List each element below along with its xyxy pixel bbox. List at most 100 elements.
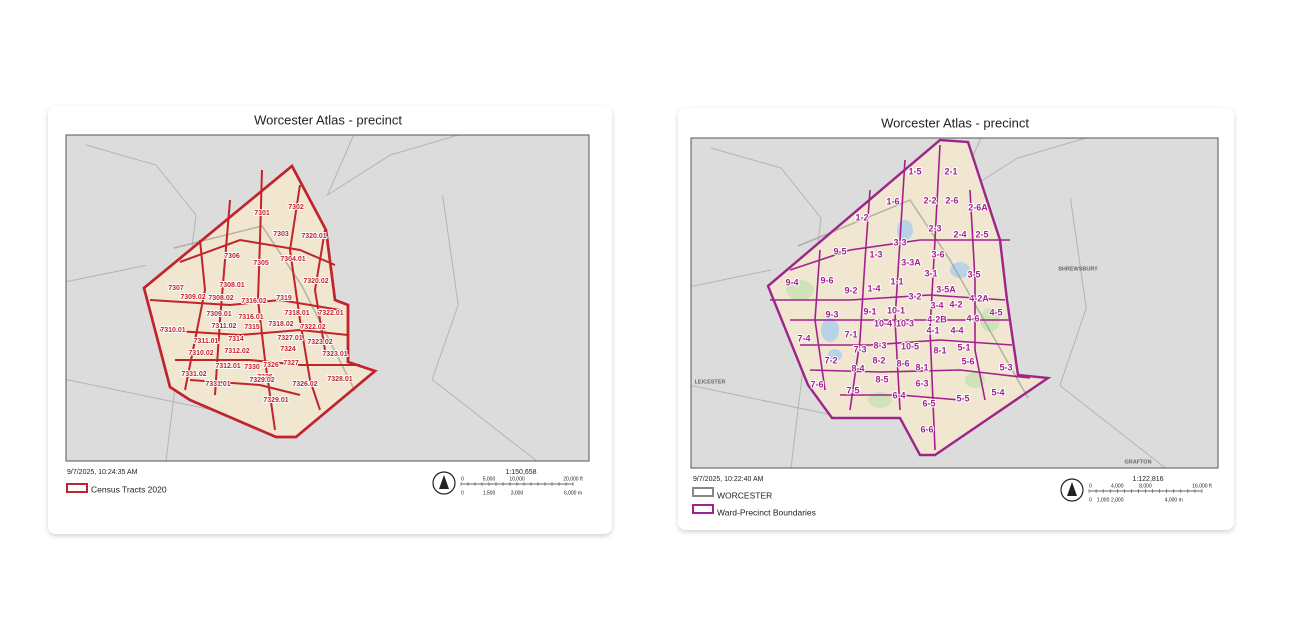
timestamp: 9/7/2025, 10:24:35 AM [67,469,138,476]
area-label: 6-4 [892,390,905,400]
town-boundary [1059,197,1166,468]
boundary-line [929,144,941,451]
area-label: 6-5 [922,398,935,408]
town-boundary [66,264,147,283]
map: 7302 7301 7303 7320.01 7306 7305 7304.01 7307 73… [66,135,589,461]
area-label: 7331.02 [181,371,206,378]
area-label: 4-6 [966,313,979,323]
town-boundary [691,385,850,419]
area-label: 7311.02 [212,323,237,330]
scale-label-ft: 10,000 [509,476,525,482]
area-label: 7314 [228,336,244,343]
area-label: 5-5 [956,393,969,403]
area-label: 7327.01 [277,335,302,342]
area-label: 7301 [254,210,270,217]
scale-label-ft: 0 [461,476,464,482]
area-label: 7304.01 [280,256,305,263]
scale-label-ft: 0 [1089,483,1092,489]
scale-label-m: 3,000 [511,490,524,496]
legend-swatch [692,504,714,514]
area-label: 2-2 [923,195,936,205]
scale-label-ft: 5,000 [483,476,496,482]
map-title: Worcester Atlas - precinct [254,112,402,127]
area-label: 7323.01 [322,351,347,358]
area-label: 1-2 [855,212,868,222]
area-label: 5-6 [961,356,974,366]
area-label: 10-4 [874,318,892,328]
area-label: 7302 [288,204,304,211]
town-boundary [431,194,538,461]
area-label: 4-2 [949,299,962,309]
place-label: GRAFTON [1124,459,1151,465]
area-label: 7310.01 [160,327,185,334]
town-boundary [326,135,459,197]
area-label: 7323.02 [307,339,332,346]
area-label: 4-5 [989,307,1002,317]
legend-swatch [692,487,714,497]
area-label: 7327 [283,360,299,367]
area-label: 7328.01 [327,376,352,383]
area-label: 4-2B [927,314,947,324]
place-label: LEICESTER [695,379,726,385]
area-label: 7312.02 [224,348,249,355]
area-label: 8-5 [875,374,888,384]
boundary-line [189,379,301,396]
legend-label: Ward-Precinct Boundaries [717,507,816,517]
road [173,225,356,392]
boundary-line [313,229,326,351]
area-label: 7325 [257,374,273,381]
city-outline [142,163,378,439]
legend-label: Census Tracts 2020 [91,484,167,494]
area-label: 10-5 [901,341,919,351]
boundary-line [770,294,1006,301]
water [950,262,970,278]
boundary-line [840,394,961,401]
scale-ratio: 1:150,658 [505,469,536,476]
town-boundary [691,269,772,287]
legend-label: WORCESTER [717,490,772,500]
scale-label-m: 2,000 [1111,497,1124,503]
area-label: 9-1 [863,306,876,316]
scale-label-m: 6,000 m [564,490,582,496]
scale-label-m: 0 [461,490,464,496]
area-label: 9-5 [833,246,846,256]
area-label: 9-6 [820,275,833,285]
area-label: 7-6 [810,379,823,389]
scale-label-m: 1,000 [1097,497,1110,503]
area-label: 8-4 [851,363,864,373]
area-label: 7-3 [853,344,866,354]
area-label: 2-5 [975,229,988,239]
area-label: 7316.02 [241,298,266,305]
area-label: 1-1 [890,276,903,286]
area-label: 1-4 [867,283,880,293]
scale-label-m: 0 [1089,497,1092,503]
boundary-line [159,328,349,337]
legend-swatch [66,483,88,493]
area-label: 7318.01 [284,310,309,317]
area-label: 7316.01 [238,314,263,321]
map-frame [65,134,590,462]
area-label: 7315 [244,324,260,331]
boundary-line [814,249,826,391]
area-label: 3-3 [893,237,906,247]
boundary-line [809,369,1031,379]
area-label: 1-6 [886,196,899,206]
area-label: 2-3 [928,223,941,233]
park [868,392,892,408]
scale-label-m: 4,000 m [1165,497,1183,503]
area-label: 4-1 [926,325,939,335]
water [828,349,842,361]
area-label: 5-4 [991,387,1004,397]
area-label: 9-3 [825,309,838,319]
area-label: 7-5 [846,385,859,395]
area-label: 7307 [168,285,184,292]
area-label: 7331.01 [205,381,230,388]
area-label: 7-1 [844,329,857,339]
area-label: 2-6 [945,195,958,205]
area-label: 7311.01 [194,338,219,345]
area-label: 7-2 [824,355,837,365]
boundary-line [184,239,207,391]
area-label: 7310.02 [188,350,213,357]
area-label: 7308.01 [219,282,244,289]
